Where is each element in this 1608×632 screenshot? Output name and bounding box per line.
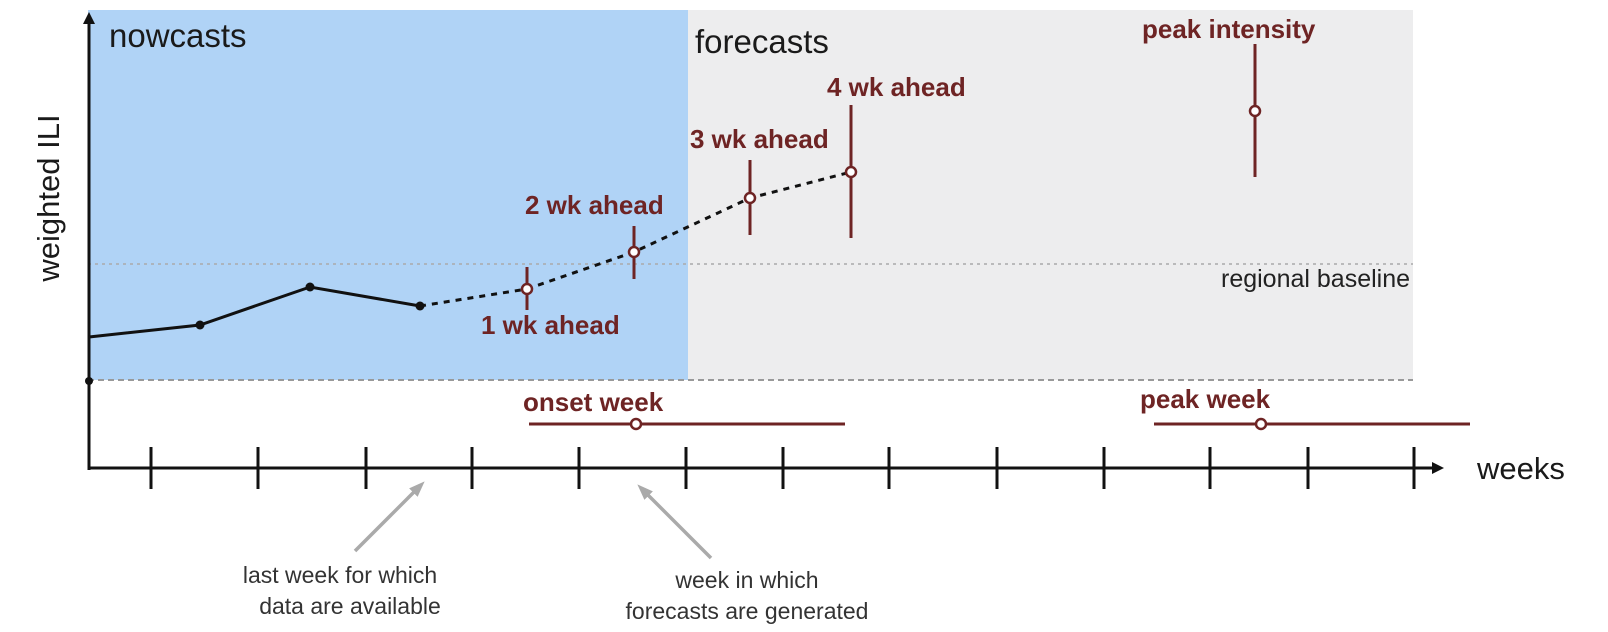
forecast-3wk	[743, 160, 757, 235]
forecasts-label: forecasts	[695, 23, 829, 60]
point-estimate	[844, 165, 858, 179]
y-axis-label: weighted ILI	[31, 114, 66, 282]
point-estimate	[520, 282, 534, 296]
observed-point	[85, 377, 93, 385]
wk1-ahead-label: 1 wk ahead	[481, 310, 620, 340]
peak-week-label: peak week	[1140, 384, 1271, 414]
peak-intensity-label: peak intensity	[1142, 14, 1316, 44]
nowcast-region	[88, 10, 688, 380]
nowcasts-label: nowcasts	[109, 17, 247, 54]
observed-point	[195, 320, 205, 330]
forecast-peak-intensity	[1248, 44, 1262, 177]
point-estimate	[1248, 104, 1262, 118]
x-axis-label: weeks	[1476, 451, 1565, 486]
wk2-ahead-label: 2 wk ahead	[525, 190, 664, 220]
wk4-ahead-label: 4 wk ahead	[827, 72, 966, 102]
point-estimate	[629, 417, 643, 431]
forecast-4wk	[844, 105, 858, 238]
last-week-arrow	[353, 481, 425, 553]
onset-week-label: onset week	[523, 387, 664, 417]
forecast-1wk	[520, 267, 534, 310]
last-week-note-line1: last week for which	[243, 562, 437, 588]
observed-point	[305, 282, 315, 292]
observed-ili-line	[88, 285, 421, 339]
point-estimate	[743, 191, 757, 205]
onset-week-interval	[529, 417, 845, 431]
peak-week-interval	[1154, 417, 1470, 431]
point-estimate	[627, 245, 641, 259]
forecast-week-arrow	[637, 484, 713, 560]
wk3-ahead-label: 3 wk ahead	[690, 124, 829, 154]
forecast-week-note-line1: week in which	[674, 567, 818, 593]
point-estimate	[1254, 417, 1268, 431]
forecast-2wk	[627, 226, 641, 279]
forecast-week-note-line2: forecasts are generated	[626, 598, 869, 624]
x-axis-ticks	[149, 447, 1416, 489]
regional-baseline-label: regional baseline	[1221, 265, 1410, 293]
last-week-note-line2: data are available	[259, 593, 441, 619]
